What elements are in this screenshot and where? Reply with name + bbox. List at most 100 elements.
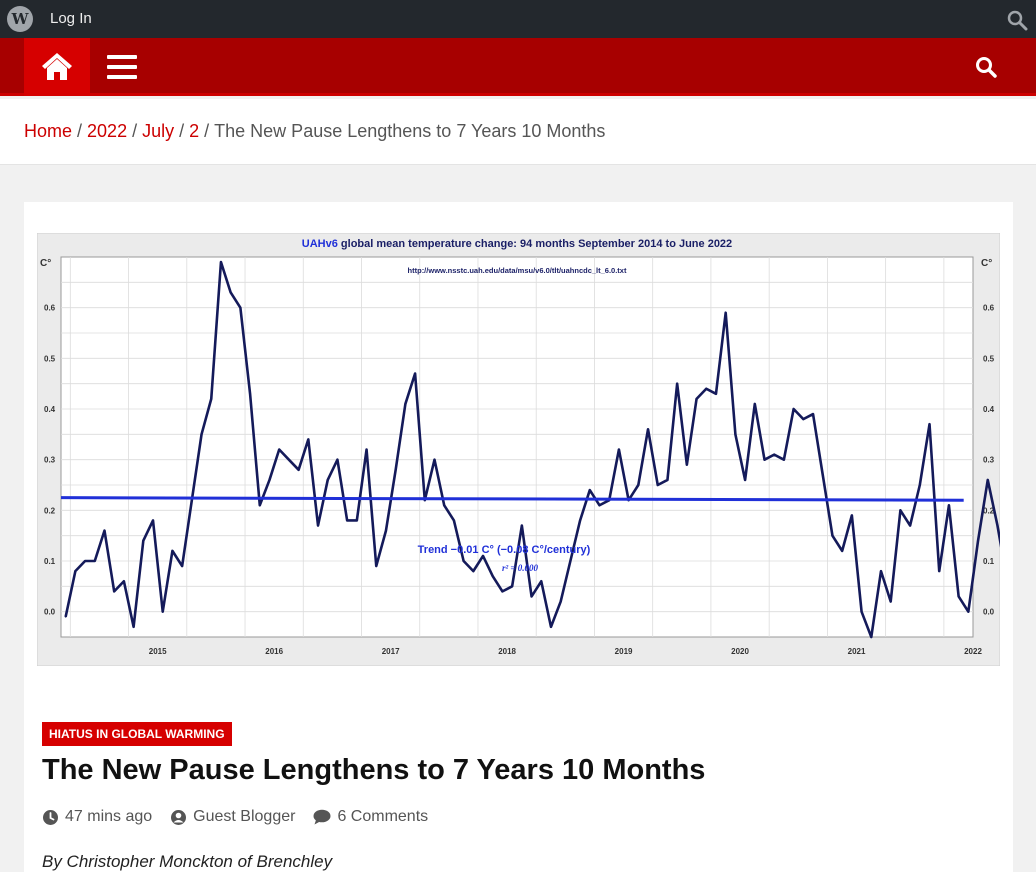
breadcrumb-day[interactable]: 2 bbox=[189, 121, 200, 141]
hamburger-menu-icon[interactable] bbox=[105, 52, 139, 82]
login-link[interactable]: Log In bbox=[50, 10, 92, 27]
y-tick-label-left: 0.4 bbox=[44, 405, 56, 414]
anomaly-point bbox=[472, 570, 475, 573]
post-card: 0.0 0.0 0.1 0.1 0.2 0.2 0.3 0.3 0.4 0.4 0.5 0.5 0.6 0… bbox=[24, 202, 1013, 872]
anomaly-point bbox=[841, 549, 844, 552]
anomaly-point bbox=[142, 539, 145, 542]
anomaly-point bbox=[336, 458, 339, 461]
post-date[interactable]: 47 mins ago bbox=[42, 808, 152, 826]
breadcrumb-home[interactable]: Home bbox=[24, 121, 73, 141]
anomaly-point bbox=[734, 433, 737, 436]
y-tick-label-left: 0.0 bbox=[44, 608, 56, 617]
anomaly-point bbox=[715, 392, 717, 395]
anomaly-point bbox=[181, 565, 184, 567]
anomaly-point bbox=[268, 479, 271, 481]
featured-image-chart[interactable]: 0.0 0.0 0.1 0.1 0.2 0.2 0.3 0.3 0.4 0.4 0.5 0.5 0.6 0… bbox=[37, 233, 1000, 666]
anomaly-point bbox=[404, 403, 407, 405]
x-tick-label: 2019 bbox=[615, 647, 633, 656]
anomaly-point bbox=[229, 291, 232, 294]
breadcrumb-year[interactable]: 2022 bbox=[87, 121, 128, 141]
search-icon[interactable] bbox=[1006, 9, 1028, 31]
x-tick-label: 2020 bbox=[731, 647, 749, 656]
anomaly-point bbox=[462, 560, 465, 562]
anomaly-point bbox=[977, 539, 979, 542]
anomaly-point bbox=[588, 489, 591, 491]
anomaly-point bbox=[870, 636, 873, 638]
anomaly-point bbox=[812, 413, 814, 415]
post-author[interactable]: Guest Blogger bbox=[170, 808, 295, 826]
anomaly-point bbox=[258, 504, 261, 507]
anomaly-point bbox=[530, 595, 533, 598]
anomaly-point bbox=[190, 499, 193, 502]
y-tick-label-right: 0.5 bbox=[983, 354, 995, 363]
temperature-chart: 0.0 0.0 0.1 0.1 0.2 0.2 0.3 0.3 0.4 0.4 0.5 0.5 0.6 0… bbox=[37, 233, 1000, 666]
anomaly-point bbox=[967, 610, 970, 613]
user-icon bbox=[171, 809, 187, 825]
y-unit-right: C° bbox=[981, 258, 992, 269]
anomaly-point bbox=[453, 519, 455, 522]
anomaly-point bbox=[763, 458, 766, 461]
search-icon[interactable] bbox=[973, 54, 999, 80]
x-tick-label: 2018 bbox=[498, 647, 516, 656]
breadcrumb: Home/2022/July/2/The New Pause Lengthens… bbox=[0, 99, 1036, 165]
anomaly-point bbox=[948, 504, 950, 507]
anomaly-point bbox=[74, 570, 77, 573]
x-tick-label: 2015 bbox=[149, 647, 167, 656]
anomaly-point bbox=[103, 529, 106, 532]
trend-label: Trend −0.01 C° (−0.08 C°/century) bbox=[418, 544, 591, 556]
breadcrumb-month[interactable]: July bbox=[142, 121, 175, 141]
breadcrumb-current: The New Pause Lengthens to 7 Years 10 Mo… bbox=[214, 121, 606, 141]
y-tick-label-right: 0.1 bbox=[983, 557, 995, 566]
anomaly-point bbox=[666, 479, 669, 481]
anomaly-point bbox=[278, 448, 281, 451]
breadcrumb-separator: / bbox=[132, 121, 138, 141]
wordpress-icon[interactable] bbox=[7, 6, 33, 32]
anomaly-point bbox=[724, 311, 727, 314]
anomaly-point bbox=[928, 423, 931, 426]
anomaly-point bbox=[647, 428, 649, 431]
anomaly-point bbox=[210, 397, 213, 400]
y-tick-label-left: 0.5 bbox=[44, 354, 56, 363]
anomaly-point bbox=[433, 458, 436, 461]
anomaly-point bbox=[957, 595, 960, 598]
anomaly-point bbox=[394, 468, 397, 471]
breadcrumb-separator: / bbox=[204, 121, 210, 141]
anomaly-point bbox=[880, 570, 882, 573]
post-comments[interactable]: 6 Comments bbox=[313, 808, 428, 826]
clock-icon bbox=[43, 809, 58, 825]
anomaly-point bbox=[93, 560, 96, 562]
chart-title-prefix: UAHv6 bbox=[302, 238, 338, 250]
post-time-ago: 47 mins ago bbox=[65, 808, 153, 825]
comment-icon bbox=[313, 809, 331, 825]
anomaly-point bbox=[84, 560, 86, 562]
anomaly-point bbox=[860, 610, 863, 613]
y-unit-left: C° bbox=[40, 258, 51, 269]
anomaly-point bbox=[676, 382, 679, 385]
anomaly-point bbox=[909, 524, 912, 527]
anomaly-point bbox=[501, 590, 504, 593]
home-button[interactable] bbox=[24, 38, 90, 96]
y-tick-label-left: 0.1 bbox=[44, 557, 56, 566]
anomaly-point bbox=[443, 504, 446, 507]
anomaly-point bbox=[326, 479, 329, 481]
anomaly-point bbox=[695, 397, 698, 400]
anomaly-point bbox=[783, 458, 785, 461]
x-tick-label: 2016 bbox=[265, 647, 283, 656]
anomaly-point bbox=[520, 524, 523, 527]
anomaly-point bbox=[511, 585, 514, 588]
y-tick-label-right: 0.3 bbox=[983, 456, 995, 465]
anomaly-point bbox=[122, 580, 125, 583]
category-badge[interactable]: HIATUS IN GLOBAL WARMING bbox=[42, 722, 232, 746]
anomaly-point bbox=[705, 387, 708, 390]
anomaly-point bbox=[637, 484, 640, 486]
anomaly-point bbox=[744, 479, 746, 481]
post-meta: 47 mins ago Guest Blogger 6 Comments bbox=[42, 808, 446, 826]
x-tick-label: 2022 bbox=[964, 647, 982, 656]
x-tick-label: 2021 bbox=[848, 647, 866, 656]
anomaly-point bbox=[598, 504, 601, 507]
post-byline: By Christopher Monckton of Brenchley bbox=[42, 852, 333, 871]
anomaly-point bbox=[792, 408, 795, 410]
anomaly-point bbox=[753, 403, 756, 405]
chart-title-text: global mean temperature change: 94 month… bbox=[338, 238, 732, 250]
y-tick-label-right: 0.4 bbox=[983, 405, 995, 414]
